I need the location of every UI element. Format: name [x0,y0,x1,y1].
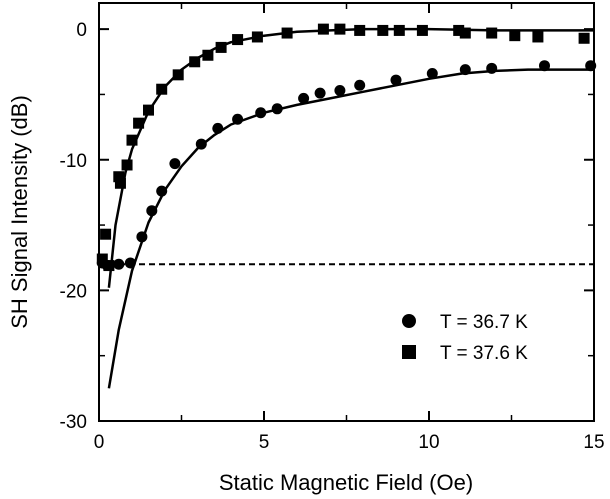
data-point-circle [486,62,498,74]
data-point-circle [255,107,267,119]
data-point-square [354,24,366,36]
ticks [98,3,595,422]
legend-marker-circle [402,314,416,328]
data-point-circle [585,60,597,72]
data-point-circle [354,79,366,91]
x-tick-labels: 0 5 10 15 [94,432,605,453]
data-point-square [578,32,590,44]
data-point-square [113,171,125,183]
y-tick-label: -30 [60,412,87,433]
plot-area: 0 5 10 15 0 -10 -20 -30 [60,2,605,453]
data-point-square [281,27,293,39]
data-point-square [532,31,544,43]
data-point-square [459,27,471,39]
data-point-circle [314,87,326,99]
data-point-circle [136,231,148,243]
data-point-square [114,177,126,189]
data-point-square [133,117,145,129]
data-point-circle [146,205,158,217]
data-point-square [334,23,346,35]
data-point-square [251,31,263,43]
y-tick-label: 0 [76,20,87,41]
legend-label-series-2: T = 37.6 K [440,343,528,364]
data-point-circle [334,85,346,97]
data-point-circle [212,122,224,134]
data-point-square [100,228,112,240]
data-point-square [509,30,521,42]
data-point-square [189,56,201,68]
data-point-square [126,134,138,146]
x-axis-label: Static Magnetic Field (Oe) [219,470,473,495]
data-point-circle [271,103,283,115]
data-point-square [143,104,154,116]
data-point-circle [539,60,550,72]
y-axis-label: SH Signal Intensity (dB) [7,95,32,329]
data-point-square [377,24,389,36]
y-tick-label: -20 [60,281,87,302]
data-point-square [172,69,184,81]
x-tick-label: 0 [94,432,105,453]
fit-lines [107,27,594,389]
data-point-square [103,260,115,272]
data-point-circle [156,185,168,197]
data-point-circle [298,92,310,104]
legend-label-series-1: T = 36.7 K [440,312,528,333]
data-point-square [232,34,244,46]
data-point-square [121,159,133,171]
data-point-circle [195,138,207,150]
data-point-circle [169,158,181,170]
data-point-circle [124,257,136,269]
data-point-circle [459,64,471,76]
data-point-circle [426,68,438,80]
data-point-circle [113,258,125,270]
legend-marker-square [402,345,416,359]
x-tick-label: 15 [583,432,604,453]
data-point-square [156,83,168,95]
x-tick-label: 5 [259,432,270,453]
data-point-square [202,49,214,61]
y-tick-labels: 0 -10 -20 -30 [60,20,87,433]
data-point-square [215,41,227,53]
data-point-square [453,24,465,36]
legend-item-circle: T = 36.7 K [402,312,528,333]
data-point-square [416,24,428,36]
fit-line-series-1 [107,68,594,389]
data-point-square [96,253,108,265]
data-point-square [393,24,405,36]
x-tick-label: 10 [418,432,439,453]
data-point-square [317,23,329,35]
legend: T = 36.7 K T = 37.6 K [402,312,528,364]
legend-item-square: T = 37.6 K [402,343,528,364]
data-point-circle [390,74,402,86]
data-point-circle [232,113,244,125]
y-tick-label: -10 [60,151,87,172]
fit-line-series-2 [107,27,594,288]
data-point-square [486,27,498,39]
data-markers [96,23,597,272]
